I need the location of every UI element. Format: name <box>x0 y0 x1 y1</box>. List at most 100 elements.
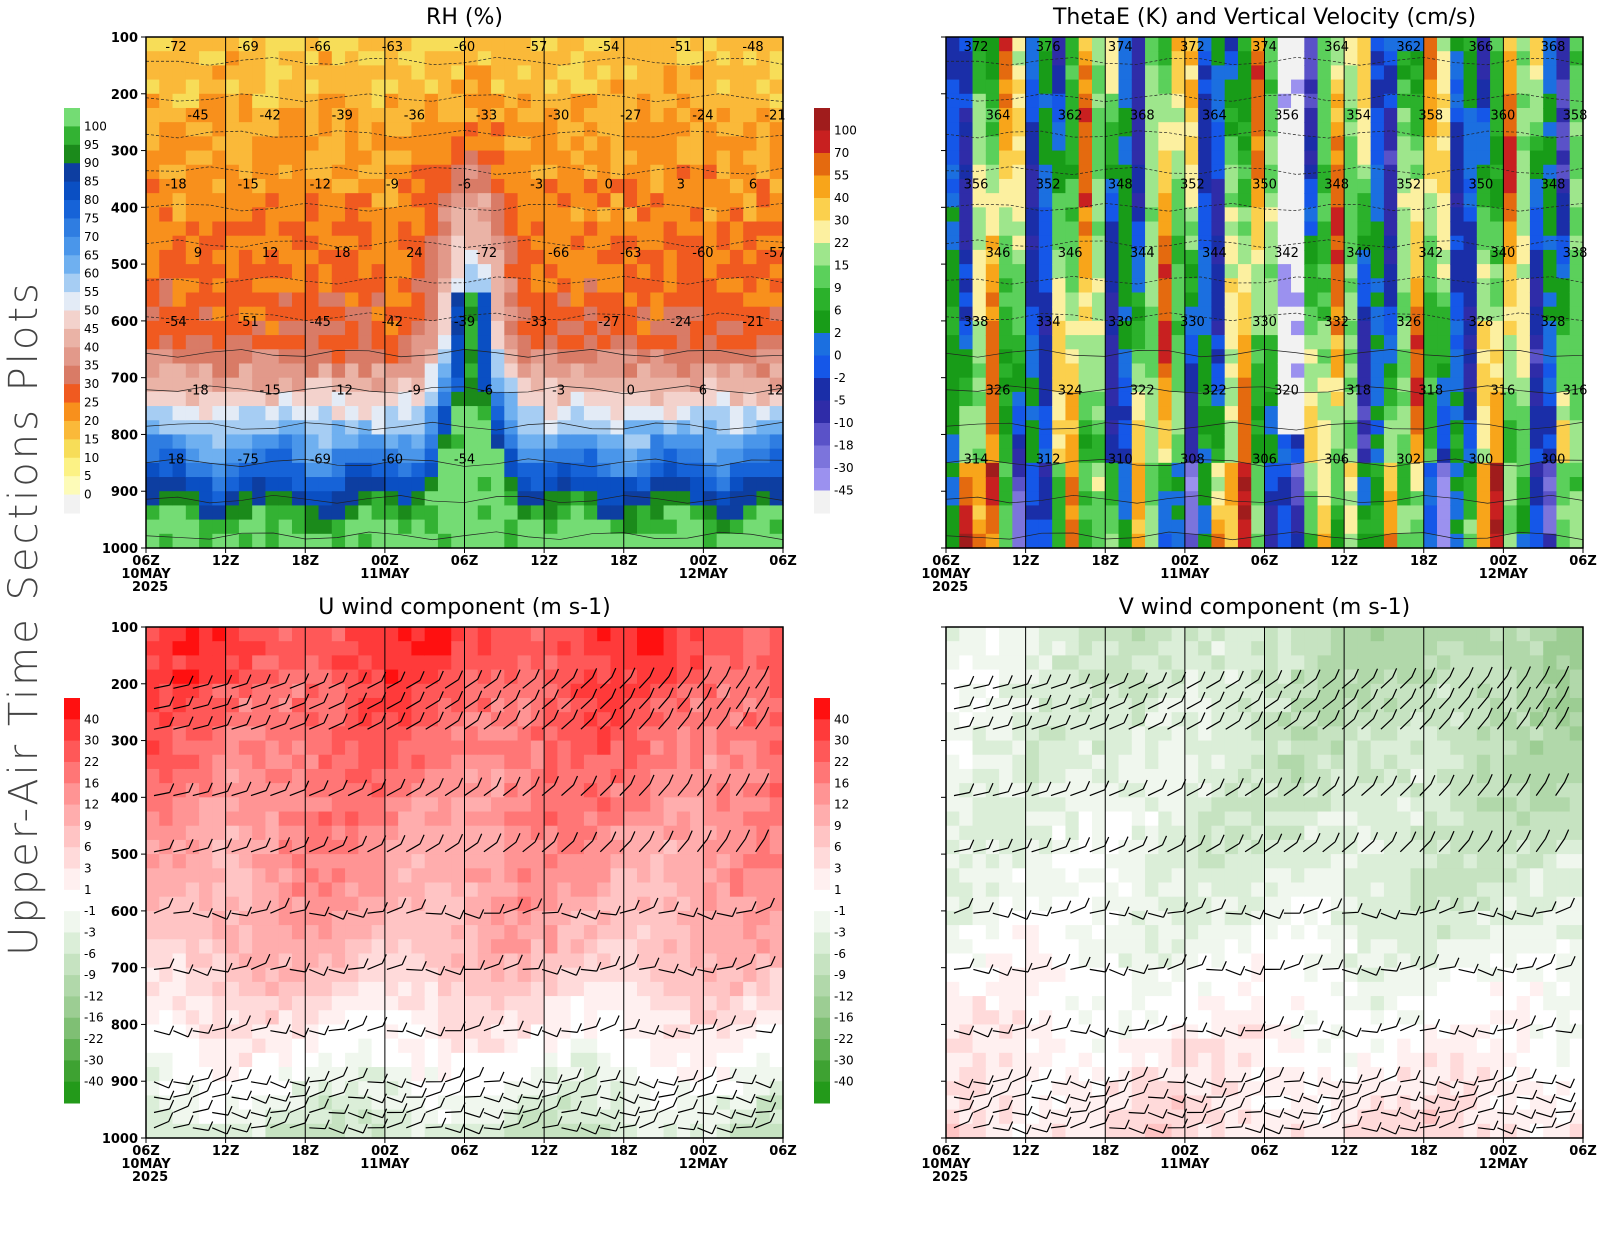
field-cell <box>185 207 200 223</box>
field-cell <box>411 505 426 521</box>
field-cell <box>583 740 598 756</box>
field-cell <box>1237 93 1252 109</box>
field-cell <box>384 868 399 884</box>
field-cell <box>1397 420 1412 436</box>
field-cell <box>1065 136 1080 152</box>
field-cell <box>1131 79 1146 95</box>
field-cell <box>1078 249 1093 265</box>
field-cell <box>570 306 585 322</box>
field-cell <box>252 292 267 308</box>
field-cell <box>756 122 771 137</box>
field-cell <box>743 207 758 223</box>
field-cell <box>1065 505 1080 521</box>
field-cell <box>159 207 174 223</box>
field-cell <box>1569 107 1584 123</box>
field-cell <box>1264 448 1279 464</box>
field-cell <box>530 320 545 336</box>
field-cell <box>999 107 1013 123</box>
field-cell <box>557 519 572 535</box>
field-cell <box>623 65 638 81</box>
field-cell <box>1463 93 1478 109</box>
field-cell <box>690 51 704 66</box>
field-cell <box>398 477 413 492</box>
colorbar-swatch <box>814 175 830 199</box>
field-cell <box>1304 264 1319 279</box>
field-cell <box>690 406 704 421</box>
field-cell <box>464 925 479 940</box>
field-cell <box>1529 93 1544 109</box>
field-cell <box>1277 221 1292 237</box>
field-cell <box>185 235 200 251</box>
field-cell <box>517 967 532 983</box>
field-cell <box>464 896 479 912</box>
field-cell <box>985 93 1000 109</box>
field-cell <box>1410 477 1425 492</box>
field-cell <box>331 221 346 237</box>
field-cell <box>371 434 386 450</box>
field-cell <box>424 967 439 983</box>
field-cell <box>1105 491 1120 507</box>
field-cell <box>1211 264 1226 279</box>
field-cell <box>278 1123 293 1139</box>
field-cell <box>305 363 320 379</box>
field-cell <box>972 150 987 166</box>
field-cell <box>464 627 479 642</box>
field-cell <box>185 363 200 379</box>
field-cell <box>291 505 306 521</box>
field-cell <box>491 150 505 166</box>
field-cell <box>424 868 439 884</box>
field-cell <box>1556 164 1571 180</box>
field-cell <box>331 1095 346 1111</box>
field-cell <box>504 136 519 152</box>
field-cell <box>557 51 572 66</box>
field-cell <box>477 462 492 478</box>
field-cell <box>424 1095 439 1111</box>
field-cell <box>331 107 346 123</box>
field-cell <box>411 953 426 969</box>
field-cell <box>172 136 187 152</box>
x-tick-label: 00Z <box>690 554 718 569</box>
field-cell <box>1357 150 1372 166</box>
field-cell <box>411 462 426 478</box>
field-cell <box>1158 320 1173 336</box>
field-cell <box>252 207 267 223</box>
field-cell <box>729 320 744 336</box>
field-cell <box>1304 37 1319 52</box>
field-cell <box>1304 533 1319 549</box>
field-cell <box>1198 306 1213 322</box>
field-cell <box>238 683 253 699</box>
field-cell <box>437 363 452 379</box>
field-cell <box>398 1010 413 1026</box>
field-cell <box>504 434 519 450</box>
field-cell <box>291 1067 306 1082</box>
field-cell <box>212 797 227 813</box>
field-cell <box>1131 122 1146 137</box>
field-cell <box>637 107 651 123</box>
field-cell <box>959 533 974 549</box>
field-cell <box>544 683 558 699</box>
field-cell <box>464 264 479 279</box>
field-cell <box>1198 292 1213 308</box>
field-cell <box>318 178 333 194</box>
field-cell <box>1397 434 1412 450</box>
date-label: 11MAY <box>360 567 410 582</box>
field-cell <box>424 363 439 379</box>
field-cell <box>1370 434 1385 450</box>
field-cell <box>637 434 651 450</box>
field-cell <box>199 207 213 223</box>
field-cell <box>1171 292 1186 308</box>
field-cell <box>265 1123 280 1139</box>
field-cell <box>451 207 466 223</box>
field-cell <box>570 655 585 671</box>
field-cell <box>743 306 758 322</box>
contour-label: -51 <box>670 40 691 55</box>
field-cell <box>663 207 678 223</box>
field-cell <box>663 335 678 350</box>
field-cell <box>570 1038 585 1054</box>
field-cell <box>464 882 479 898</box>
field-cell <box>1131 335 1146 350</box>
field-cell <box>491 868 505 884</box>
field-cell <box>437 391 452 407</box>
field-cell <box>1357 264 1372 279</box>
